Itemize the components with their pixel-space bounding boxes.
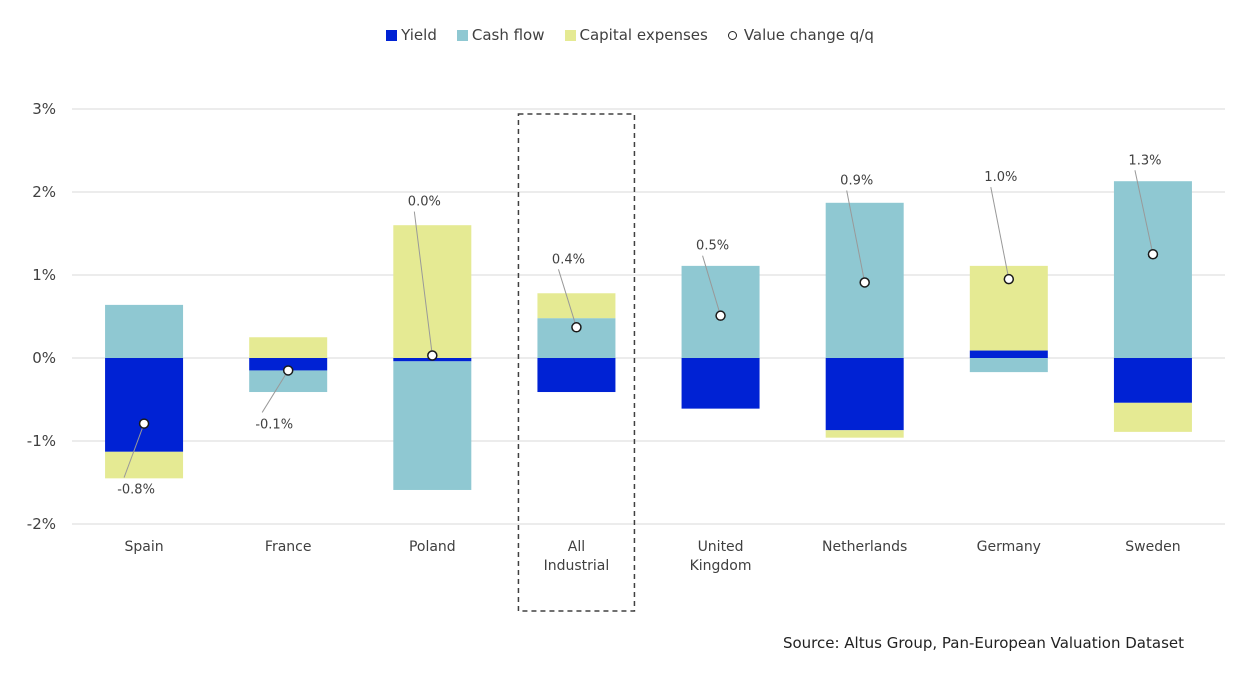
x-tick-label: All <box>568 539 585 555</box>
leader-line <box>702 255 722 316</box>
y-tick-label: 1% <box>32 266 56 284</box>
y-tick-label: 3% <box>32 100 56 118</box>
value-change-point <box>715 310 726 321</box>
value-change-label: -0.1% <box>255 417 293 432</box>
value-change-label: 0.4% <box>552 252 585 267</box>
leader-line <box>123 423 145 478</box>
highlight-box-all-industrial <box>517 113 636 612</box>
legend-swatch-capital-expenses <box>564 29 576 41</box>
value-change-point <box>1147 249 1159 260</box>
bar-segment-yield <box>825 358 904 431</box>
bar-segment-yield <box>537 358 616 393</box>
bar-segment-capital-expenses <box>249 337 328 358</box>
x-tick-label: Industrial <box>544 558 610 574</box>
bars <box>105 181 1192 490</box>
legend-label: Value change q/q <box>743 26 874 44</box>
x-axis-labels: Spain France Poland All Industrial United King… <box>125 539 1181 574</box>
value-change-point <box>571 322 582 333</box>
leader-line <box>990 187 1010 280</box>
x-tick-label: Kingdom <box>690 558 752 574</box>
legend-swatch-yield <box>386 29 398 41</box>
x-tick-label: United <box>698 539 744 555</box>
value-change-label: 0.5% <box>696 239 729 254</box>
value-change-point <box>427 350 438 361</box>
y-tick-label: 0% <box>32 349 56 367</box>
value-change-point <box>1003 273 1015 285</box>
bar-segment-yield <box>969 350 1048 358</box>
bar-segment-capital-expenses <box>105 451 184 479</box>
legend-item-capital-expenses: Capital expenses <box>564 26 708 44</box>
bar-segment-capital-expenses <box>825 430 904 438</box>
bar-segment-yield <box>1113 358 1192 403</box>
value-change-label: 1.0% <box>984 170 1017 185</box>
leader-line <box>261 370 289 413</box>
leader-line <box>557 269 577 328</box>
leader-line <box>1134 170 1154 255</box>
bar-segment-capital-expenses <box>1113 402 1192 432</box>
leader-lines <box>123 170 1154 478</box>
legend-item-cash-flow: Cash flow <box>456 26 545 44</box>
value-change-label: 1.3% <box>1128 153 1161 168</box>
bar-segment-cash-flow <box>393 361 472 490</box>
legend-swatch-cash-flow <box>456 29 468 41</box>
legend-marker-value-change <box>727 30 737 40</box>
legend-label: Cash flow <box>471 26 545 44</box>
legend-label: Capital expenses <box>579 26 708 44</box>
leader-line <box>846 190 866 283</box>
bar-segment-yield <box>681 358 760 409</box>
bar-segment-cash-flow <box>105 304 184 358</box>
value-change-label: 0.9% <box>840 173 873 188</box>
gridlines <box>72 108 1225 525</box>
bar-segment-cash-flow <box>249 370 328 393</box>
chart-legend: Yield Cash flow Capital expenses Value c… <box>0 26 1260 44</box>
y-tick-label: 2% <box>32 183 56 201</box>
legend-label: Yield <box>401 26 437 44</box>
value-change-points <box>138 249 1159 429</box>
value-change-label: -0.8% <box>117 483 155 498</box>
bar-segment-capital-expenses <box>393 225 472 358</box>
source-note: Source: Altus Group, Pan-European Valuat… <box>782 634 1184 652</box>
x-tick-label: Sweden <box>1125 539 1180 555</box>
value-change-point <box>282 365 294 376</box>
value-change-point <box>138 418 150 429</box>
y-tick-label: -2% <box>27 515 56 533</box>
bar-segment-capital-expenses <box>537 293 616 319</box>
x-tick-label: Germany <box>977 539 1041 555</box>
y-axis-labels: 3% 2% 1% 0% -1% -2% <box>27 100 56 533</box>
legend-item-value-change: Value change q/q <box>727 26 874 44</box>
value-change-point <box>859 277 870 288</box>
x-tick-label: Netherlands <box>822 539 907 555</box>
y-tick-label: -1% <box>27 432 56 450</box>
leader-line <box>413 211 433 356</box>
bar-segment-cash-flow <box>969 358 1048 373</box>
bar-segment-yield <box>249 358 328 371</box>
highlight-box <box>517 113 636 612</box>
value-change-labels: -0.8% -0.1% 0.0% 0.4% 0.5% 0.9% 1.0% 1.3% <box>117 153 1161 497</box>
x-tick-label: Poland <box>409 539 456 555</box>
bar-segment-yield <box>105 358 184 452</box>
x-tick-label: France <box>265 539 312 555</box>
value-change-label: 0.0% <box>408 195 441 210</box>
x-tick-label: Spain <box>125 539 164 555</box>
bar-segment-cash-flow <box>1113 181 1192 358</box>
legend-item-yield: Yield <box>386 26 437 44</box>
